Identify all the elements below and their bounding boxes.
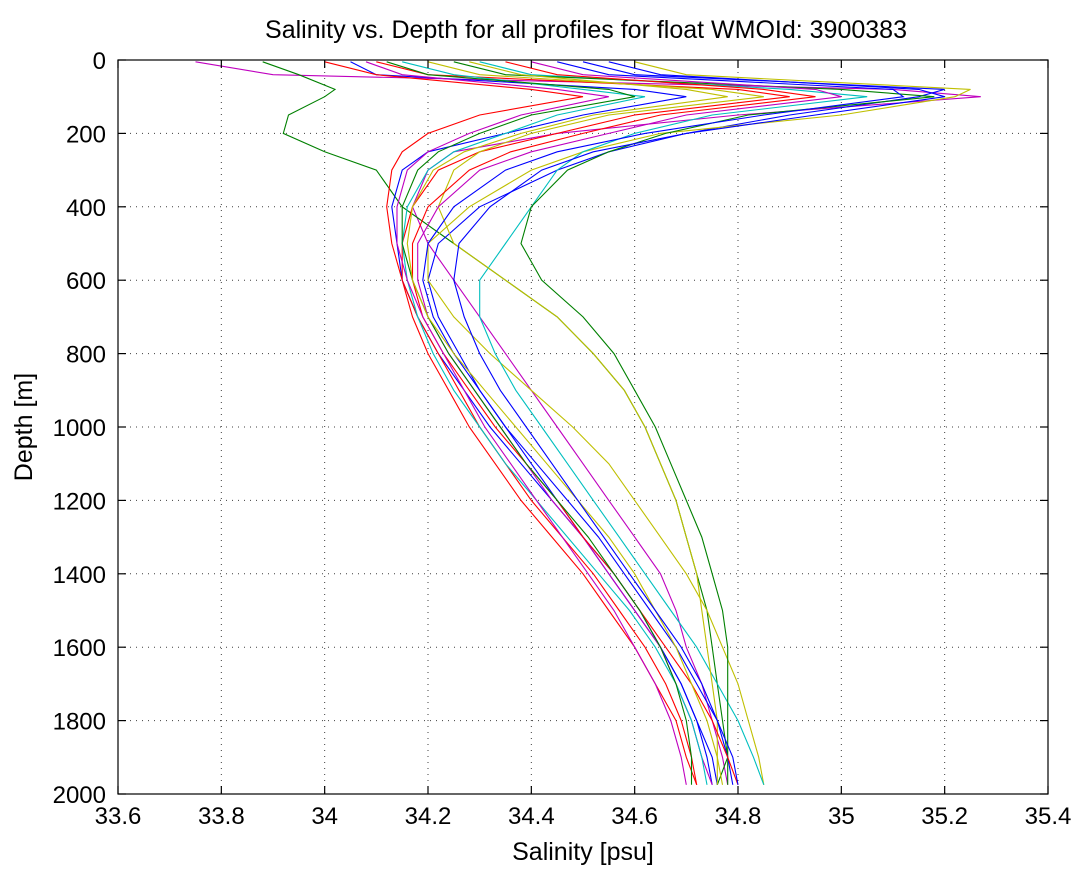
salinity-profile-line (386, 61, 693, 785)
salinity-profile-line (427, 61, 971, 785)
tick-marks (117, 59, 1049, 795)
x-tick-label: 33.6 (95, 803, 142, 830)
salinity-profile-line (195, 61, 981, 785)
x-tick-label: 34.2 (405, 803, 452, 830)
grid-lines (118, 60, 1048, 794)
x-tick-label: 34 (311, 803, 338, 830)
salinity-profile-line (401, 61, 708, 785)
y-tick-label: 1000 (53, 415, 106, 442)
salinity-profile-line (479, 61, 868, 785)
y-tick-label: 1200 (53, 488, 106, 515)
salinity-profile-line (411, 61, 816, 785)
x-tick-label: 35.4 (1025, 803, 1072, 830)
y-tick-label: 1800 (53, 709, 106, 736)
y-tick-label: 0 (93, 48, 106, 75)
salinity-profile-line (453, 61, 935, 785)
y-tick-label: 200 (66, 121, 106, 148)
x-tick-label: 34.6 (611, 803, 658, 830)
y-tick-label: 1400 (53, 562, 106, 589)
y-tick-labels: 0 200 400 600 800 1000 1200 1400 1600 1800 2000 (53, 48, 106, 809)
y-tick-label: 600 (66, 268, 106, 295)
x-axis-label: Salinity [psu] (512, 838, 654, 866)
salinity-profile-line (422, 61, 905, 785)
x-tick-label: 35 (828, 803, 855, 830)
y-tick-label: 800 (66, 342, 106, 369)
chart-title: Salinity vs. Depth for all profiles for … (265, 16, 907, 44)
x-tick-label: 35.2 (921, 803, 968, 830)
salinity-profile-line (262, 61, 729, 785)
x-tick-label: 34.4 (508, 803, 555, 830)
x-tick-labels: 33.6 33.8 34 34.2 34.4 34.6 34.8 35 35.2 35.4 (95, 803, 1072, 830)
y-tick-label: 1600 (53, 635, 106, 662)
y-tick-label: 2000 (53, 782, 106, 809)
plot-frame (117, 59, 1049, 795)
y-axis-label: Depth [m] (10, 373, 38, 481)
salinity-profile-line (417, 61, 842, 785)
profile-lines (195, 61, 981, 785)
y-tick-label: 400 (66, 195, 106, 222)
salinity-profile-line (427, 61, 764, 785)
x-tick-label: 34.8 (715, 803, 762, 830)
salinity-profile-line (365, 61, 687, 785)
salinity-profile-line (324, 61, 698, 785)
x-tick-label: 33.8 (198, 803, 245, 830)
salinity-profile-line (453, 61, 945, 785)
salinity-profile-line (406, 61, 728, 785)
